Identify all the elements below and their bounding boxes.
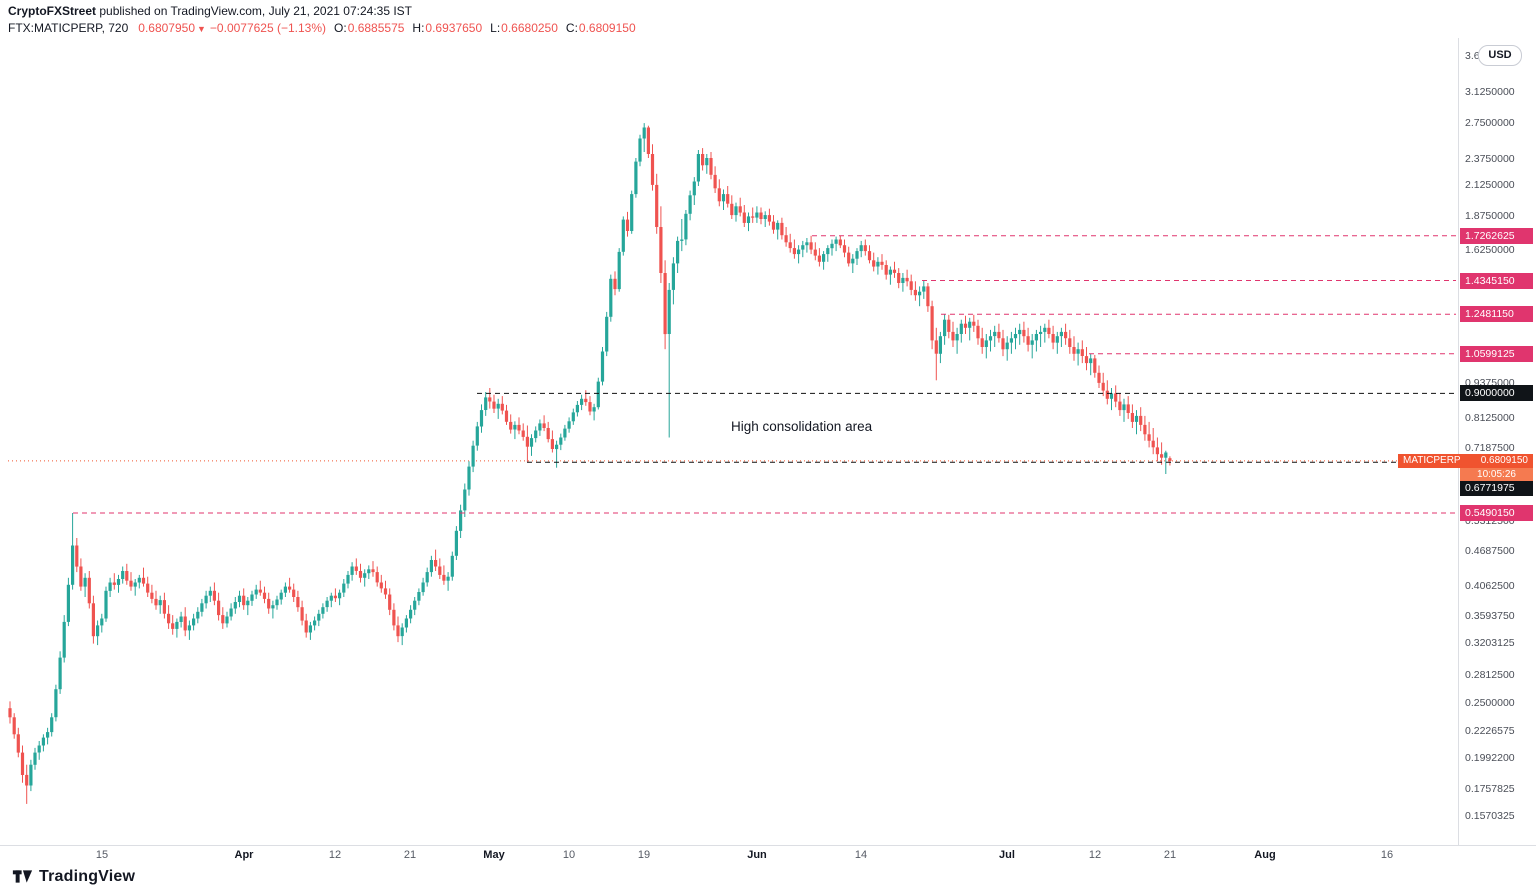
price-tick-label: 0.3203125 bbox=[1465, 637, 1515, 649]
price-tick-label: 0.2812500 bbox=[1465, 669, 1515, 681]
close-label: C: bbox=[565, 21, 578, 35]
price-level-badge: 1.7262625 bbox=[1460, 228, 1533, 244]
price-tick-label: 0.4062500 bbox=[1465, 580, 1515, 592]
time-tick-label: May bbox=[483, 849, 505, 861]
high-label: H: bbox=[412, 21, 425, 35]
last-price: 0.6807950 bbox=[138, 21, 195, 35]
time-tick-label: 15 bbox=[95, 849, 109, 861]
high-value: 0.6937650 bbox=[425, 21, 483, 35]
price-tick-label: 2.1250000 bbox=[1465, 179, 1515, 191]
close-value: 0.6809150 bbox=[578, 21, 636, 35]
price-tick-label: 0.1757825 bbox=[1465, 783, 1515, 795]
price-tick-label: 0.7187500 bbox=[1465, 442, 1515, 454]
price-level-badge: 1.4345150 bbox=[1460, 273, 1533, 289]
price-tick-label: 2.7500000 bbox=[1465, 117, 1515, 129]
time-tick-label: Jun bbox=[747, 849, 767, 861]
publish-line: CryptoFXStreet published on TradingView.… bbox=[8, 4, 636, 19]
time-tick-label: Apr bbox=[234, 849, 254, 861]
current-price-badge: MATICPERP 0.6809150 bbox=[1398, 454, 1533, 468]
currency-toggle-usd[interactable]: USD bbox=[1478, 45, 1522, 66]
time-tick-label: 12 bbox=[328, 849, 342, 861]
chart-annotation-text: High consolidation area bbox=[731, 419, 873, 434]
symbol-name: FTX:MATICPERP, 720 bbox=[8, 21, 129, 35]
symbol-legend[interactable]: FTX:MATICPERP, 720 0.6807950 ▼ −0.0077625 (… bbox=[8, 21, 636, 35]
time-tick-label: Jul bbox=[999, 849, 1015, 861]
tradingview-logo-icon bbox=[12, 870, 33, 883]
price-tick-label: 0.1570325 bbox=[1465, 810, 1515, 822]
chart-header: CryptoFXStreet published on TradingView.… bbox=[8, 4, 636, 35]
price-level-badge: 1.0599125 bbox=[1460, 346, 1533, 362]
price-change: −0.0077625 (−1.13%) bbox=[209, 21, 327, 35]
price-tick-label: 0.3593750 bbox=[1465, 610, 1515, 622]
tradingview-logo[interactable]: TradingView bbox=[12, 866, 135, 887]
time-tick-label: 14 bbox=[854, 849, 868, 861]
price-tick-label: 0.2500000 bbox=[1465, 697, 1515, 709]
current-price-symbol: MATICPERP bbox=[1403, 455, 1461, 466]
time-tick-label: 19 bbox=[637, 849, 651, 861]
bar-close-countdown: 10:05:26 bbox=[1460, 468, 1533, 481]
time-tick-label: 16 bbox=[1380, 849, 1394, 861]
time-tick-label: 21 bbox=[403, 849, 417, 861]
time-axis-border bbox=[0, 845, 1536, 846]
time-tick-label: Aug bbox=[1254, 849, 1276, 861]
open-label: O: bbox=[334, 21, 347, 35]
publish-info: published on TradingView.com, July 21, 2… bbox=[96, 4, 412, 18]
price-tick-label: 0.2226575 bbox=[1465, 725, 1515, 737]
open-value: 0.6885575 bbox=[347, 21, 405, 35]
time-tick-label: 21 bbox=[1163, 849, 1177, 861]
time-tick-label: 10 bbox=[562, 849, 576, 861]
price-level-badge: 1.2481150 bbox=[1460, 306, 1533, 322]
publisher-name: CryptoFXStreet bbox=[8, 4, 97, 18]
tradingview-logo-text: TradingView bbox=[39, 867, 136, 885]
current-price-value: 0.6809150 bbox=[1480, 455, 1528, 466]
price-tick-label: 2.3750000 bbox=[1465, 153, 1515, 165]
price-level-badge: 0.5490150 bbox=[1460, 505, 1533, 521]
time-axis[interactable]: 15 Apr 12 21 May 10 19 Jun 14 Jul 12 21 Aug 16 bbox=[0, 849, 1536, 865]
price-tick-label: 1.6250000 bbox=[1465, 244, 1515, 256]
price-axis-border bbox=[1458, 38, 1459, 845]
low-value: 0.6680250 bbox=[501, 21, 558, 35]
price-tick-label: 0.4687500 bbox=[1465, 545, 1515, 557]
price-tick-label: 1.8750000 bbox=[1465, 210, 1515, 222]
time-tick-label: 12 bbox=[1088, 849, 1102, 861]
low-label: L: bbox=[490, 21, 501, 35]
price-tick-label: 0.8125000 bbox=[1465, 412, 1515, 424]
price-tick-label: 0.1992200 bbox=[1465, 752, 1515, 764]
price-direction-icon: ▼ bbox=[197, 24, 206, 34]
price-level-badge: 0.6771975 bbox=[1460, 480, 1533, 496]
price-tick-label: 3.1250000 bbox=[1465, 86, 1515, 98]
price-axis[interactable]: 3.62500003.12500002.75000002.37500002.12… bbox=[1465, 0, 1535, 895]
price-level-badge: 0.9000000 bbox=[1460, 385, 1533, 401]
